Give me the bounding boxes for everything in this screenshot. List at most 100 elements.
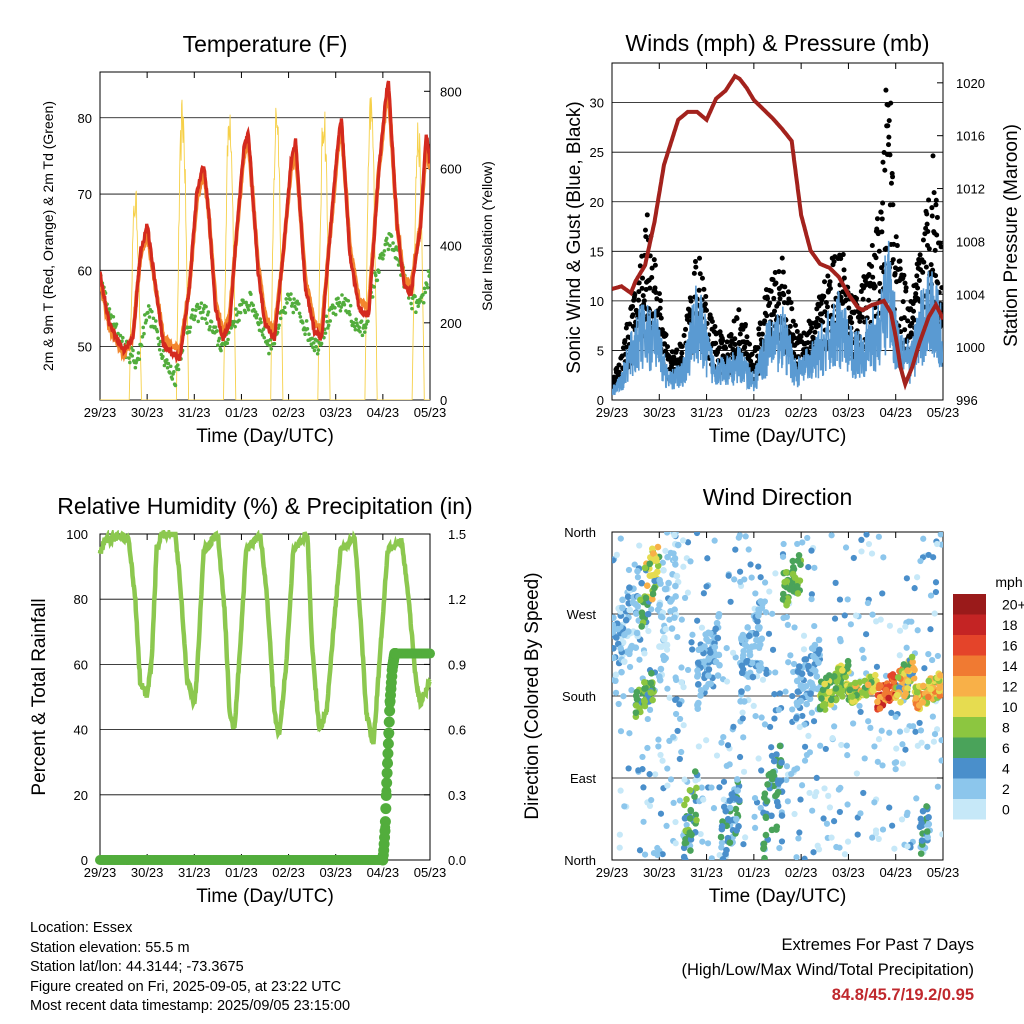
direction-point — [837, 784, 844, 791]
direction-point — [921, 665, 928, 672]
direction-point — [831, 723, 838, 730]
rain-point — [380, 790, 392, 802]
dewpoint-point — [310, 336, 314, 341]
direction-point — [864, 681, 872, 689]
x-tick-label: 31/23 — [690, 405, 723, 420]
direction-point — [616, 844, 623, 851]
direction-point — [820, 815, 827, 822]
direction-point — [755, 755, 762, 762]
direction-point — [772, 792, 779, 800]
direction-point — [716, 784, 723, 791]
direction-point — [844, 752, 851, 759]
gust-point — [788, 299, 794, 305]
gust-point — [816, 322, 822, 328]
x-axis-label: Time (Day/UTC) — [196, 426, 334, 447]
direction-point — [789, 692, 796, 700]
direction-point — [714, 672, 722, 679]
direction-point — [770, 757, 778, 765]
direction-point — [833, 843, 840, 851]
direction-point — [684, 589, 692, 596]
dewpoint-point — [333, 312, 338, 317]
y2-tick-label: 0.6 — [448, 723, 466, 738]
x-tick-label: 29/23 — [84, 405, 117, 420]
direction-point — [629, 599, 637, 606]
direction-point — [738, 688, 745, 695]
y-tick-label: East — [570, 771, 596, 786]
gust-point — [805, 340, 811, 346]
direction-point — [641, 679, 648, 686]
gust-point — [776, 269, 782, 275]
direction-point — [647, 679, 655, 687]
direction-point — [758, 714, 765, 721]
legend-label: 16 — [1002, 637, 1018, 653]
dewpoint-point — [120, 335, 125, 340]
direction-point — [662, 585, 670, 593]
gust-point — [822, 279, 828, 285]
dewpoint-point — [192, 317, 197, 322]
direction-point — [759, 600, 766, 608]
direction-point — [720, 778, 728, 785]
y-tick-label: South — [562, 689, 596, 704]
pressure-line — [612, 73, 943, 391]
direction-point — [830, 673, 838, 680]
direction-point — [811, 622, 818, 630]
dewpoint-point — [204, 304, 208, 309]
x-tick-label: 05/23 — [414, 865, 447, 880]
direction-point — [663, 646, 671, 653]
direction-point — [612, 644, 617, 652]
gust-point — [930, 153, 936, 159]
dewpoint-point — [199, 301, 204, 305]
direction-point — [904, 685, 911, 692]
direction-point — [869, 834, 876, 841]
gust-point — [897, 258, 903, 264]
dewpoint-point — [238, 310, 243, 315]
direction-point — [723, 846, 730, 854]
x-tick-label: 02/23 — [785, 865, 818, 880]
gust-point — [772, 308, 778, 314]
direction-point — [751, 824, 759, 831]
direction-point — [765, 630, 773, 637]
dewpoint-point — [328, 319, 333, 323]
gust-point — [627, 321, 633, 327]
figure-created: Figure created on Fri, 2025-09-05, at 23… — [30, 978, 342, 995]
direction-point — [719, 855, 727, 860]
direction-point — [832, 685, 840, 692]
direction-point — [766, 770, 774, 778]
gust-point — [696, 287, 702, 293]
dewpoint-point — [272, 341, 277, 346]
direction-point — [693, 784, 700, 792]
direction-point — [693, 816, 700, 824]
direction-point — [761, 854, 768, 860]
direction-point — [794, 688, 802, 696]
direction-point — [714, 634, 722, 642]
rain-point — [380, 803, 392, 815]
dewpoint-point — [116, 331, 120, 336]
direction-point — [755, 563, 762, 570]
direction-point — [923, 828, 931, 835]
direction-point — [616, 831, 623, 838]
gust-point — [762, 318, 768, 324]
gust-point — [885, 123, 891, 129]
dewpoint-point — [196, 319, 201, 324]
legend-swatch — [953, 696, 986, 717]
direction-point — [902, 746, 909, 753]
direction-point — [839, 667, 846, 674]
direction-point — [760, 845, 767, 852]
direction-point — [821, 785, 828, 792]
dewpoint-point — [352, 324, 357, 329]
gust-point — [709, 319, 715, 325]
gust-point — [879, 229, 885, 235]
direction-point — [795, 835, 802, 842]
dewpoint-point — [128, 360, 132, 365]
gust-point — [622, 338, 628, 344]
gust-point — [809, 325, 815, 331]
direction-point — [903, 727, 910, 734]
direction-point — [801, 757, 809, 764]
dewpoint-point — [305, 326, 310, 331]
gust-point — [827, 286, 833, 292]
direction-point — [628, 687, 635, 694]
dewpoint-point — [107, 307, 112, 311]
direction-point — [789, 557, 797, 565]
gust-point — [883, 245, 889, 251]
gust-point — [744, 334, 750, 340]
